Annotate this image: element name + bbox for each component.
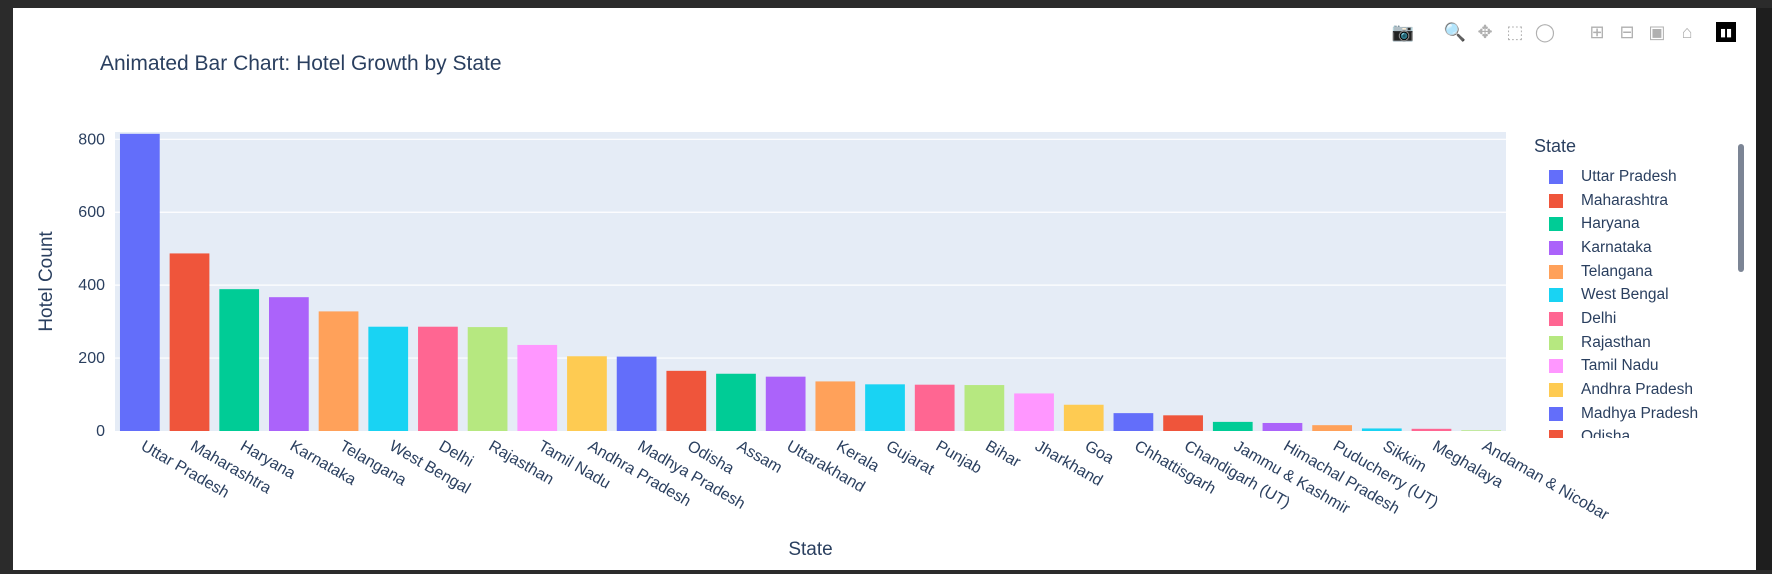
camera-icon[interactable]: 📷 [1391,22,1415,42]
legend-item[interactable]: Andhra Pradesh [1534,378,1734,402]
plotly-logo[interactable]: ▮▮ [1716,22,1736,42]
legend-label: Rajasthan [1581,333,1651,351]
bar[interactable] [716,373,756,431]
legend-label: Delhi [1581,309,1617,327]
legend-item[interactable]: Delhi [1534,307,1734,331]
legend-item[interactable]: Telangana [1534,260,1734,284]
legend-swatch [1549,406,1563,421]
legend-label: West Bengal [1581,286,1669,304]
bar[interactable] [1262,422,1303,431]
legend-label: Odisha [1581,428,1631,438]
y-axis-ticks: 0 200 400 600 800 [78,131,105,440]
y-tick-label: 200 [78,350,105,367]
pan-icon[interactable]: ✥ [1477,22,1493,42]
y-tick-label: 400 [78,277,105,294]
legend-label: Haryana [1581,215,1640,233]
zoom-out-icon[interactable]: ⊟ [1619,22,1635,42]
bar[interactable] [119,133,160,431]
reset-axes-icon[interactable]: ⌂ [1681,22,1693,42]
bar[interactable] [815,381,856,431]
legend-item[interactable]: Uttar Pradesh [1534,165,1734,189]
bar[interactable] [1312,425,1352,431]
gridlines [115,138,1506,359]
legend-label: Tamil Nadu [1581,357,1659,375]
legend-item[interactable]: Haryana [1534,212,1734,236]
legend-swatch [1549,193,1563,208]
bar[interactable] [914,384,955,431]
legend-item[interactable]: Maharashtra [1534,189,1734,213]
y-tick-label: 0 [96,423,105,440]
legend-swatch [1549,288,1563,303]
bar[interactable] [1014,393,1054,431]
legend-swatch [1549,311,1563,326]
bar[interactable] [1063,404,1104,431]
legend-item[interactable]: Rajasthan [1534,331,1734,355]
legend-item[interactable]: Madhya Pradesh [1534,402,1734,426]
legend-swatch [1549,430,1563,438]
autoscale-icon[interactable]: ▣ [1648,22,1666,42]
bar[interactable] [219,289,260,431]
bar[interactable] [666,370,707,431]
legend-item[interactable]: West Bengal [1534,283,1734,307]
bar[interactable] [616,356,657,431]
bar[interactable] [1461,430,1502,431]
bar[interactable] [368,326,409,431]
bar[interactable] [418,326,458,431]
x-tick-label: Assam [734,438,785,477]
legend-label: Madhya Pradesh [1581,404,1699,422]
legend-label: Karnataka [1581,238,1652,256]
legend-item[interactable]: Karnataka [1534,236,1734,260]
x-axis-title: State [788,539,832,560]
bars [119,133,1502,431]
bar[interactable] [765,376,806,431]
lasso-icon[interactable]: ◯ [1534,22,1556,42]
zoom-icon[interactable]: 🔍 [1443,22,1467,42]
bar[interactable] [1411,428,1452,431]
x-axis-ticks: Uttar PradeshMaharashtraHaryanaKarnataka… [138,438,1612,525]
bar[interactable] [467,327,508,431]
y-tick-label: 800 [78,131,105,148]
legend-item[interactable]: Odisha [1534,426,1734,438]
bar[interactable] [567,356,607,431]
legend-items: Uttar Pradesh Maharashtra Haryana Karnataka… [1534,165,1734,438]
legend-item[interactable]: Tamil Nadu [1534,355,1734,379]
legend: State Uttar Pradesh Maharashtra Haryana Kar… [1534,136,1734,438]
legend-label: Telangana [1581,262,1653,280]
legend-swatch [1549,383,1563,398]
legend-title: State [1534,136,1577,156]
chart-title: Animated Bar Chart: Hotel Growth by Stat… [100,52,502,75]
bar[interactable] [318,311,359,431]
bar[interactable] [964,385,1005,431]
legend-label: Andhra Pradesh [1581,381,1694,399]
legend-swatch [1549,169,1563,184]
zoom-in-icon[interactable]: ⊞ [1589,22,1605,42]
y-axis-title: Hotel Count [36,231,57,332]
bar[interactable] [1163,415,1203,431]
legend-swatch [1549,264,1563,279]
x-tick-label: Gujarat [883,438,937,479]
bar[interactable] [169,253,210,431]
legend-scrollbar[interactable] [1738,144,1744,272]
bar[interactable] [865,384,905,431]
x-tick-label: Bihar [982,438,1023,472]
x-tick-label: Goa [1082,438,1117,468]
x-tick-label: Punjab [933,438,985,478]
bar[interactable] [517,344,558,431]
y-tick-label: 600 [78,204,105,221]
legend-label: Uttar Pradesh [1581,167,1677,185]
legend-swatch [1549,335,1563,350]
legend-label: Maharashtra [1581,191,1669,209]
bar[interactable] [1113,413,1154,431]
bar[interactable] [269,297,309,431]
window-edge [1756,8,1772,570]
legend-swatch [1549,217,1563,232]
bar[interactable] [1212,421,1253,431]
bar[interactable] [1361,428,1402,431]
legend-swatch [1549,240,1563,255]
box-select-icon[interactable]: ⬚ [1506,22,1524,42]
modebar: 📷 🔍 ✥ ⬚ ◯ ⊞ ⊟ ▣ ⌂ ▮▮ [1392,21,1736,43]
legend-swatch [1549,359,1563,374]
